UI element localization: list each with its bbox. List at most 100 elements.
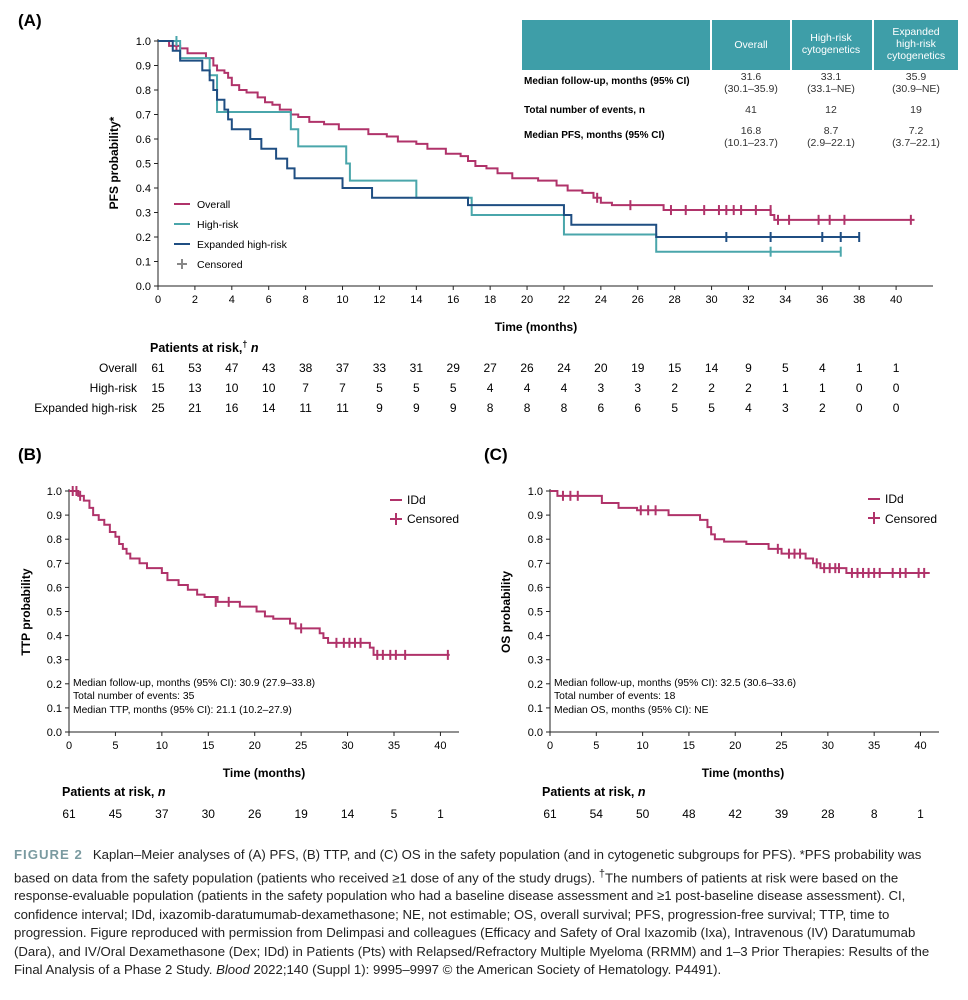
x-tick-label: 0 <box>66 740 72 752</box>
risk-count: 61 <box>543 807 557 821</box>
summary-header-label: cytogenetics <box>887 50 945 62</box>
risk-count: 15 <box>151 381 165 395</box>
risk-count: 5 <box>391 807 398 821</box>
x-tick-label: 36 <box>816 294 828 306</box>
y-tick-label: 0.2 <box>528 679 543 691</box>
legend-idd-label: IDd <box>407 493 426 507</box>
risk-count: 1 <box>856 361 863 375</box>
y-tick-label: 0.1 <box>136 257 151 269</box>
summary-table-header-bg <box>792 20 872 70</box>
annotation-median-os: Median OS, months (95% CI): NE <box>554 705 709 716</box>
y-tick-label: 0.2 <box>136 232 151 244</box>
risk-count: 1 <box>893 361 900 375</box>
risk-count: 7 <box>302 381 309 395</box>
caption-dagger: † <box>598 867 606 880</box>
annotation-total-events: Total number of events: 18 <box>554 691 676 702</box>
panel-c-x-axis-title: Time (months) <box>702 766 784 780</box>
summary-cell: 12 <box>825 104 837 116</box>
y-tick-label: 0.1 <box>47 703 62 715</box>
y-tick-label: 0.7 <box>528 558 543 570</box>
panel-c-y-axis-title: OS probability <box>499 571 513 653</box>
x-tick-label: 38 <box>853 294 865 306</box>
caption-text: Kaplan–Meier analyses of (A) PFS, (B) TT… <box>14 847 922 885</box>
y-tick-label: 0.9 <box>136 61 151 73</box>
summary-header-label: high-risk <box>896 38 936 50</box>
risk-count: 53 <box>188 361 202 375</box>
risk-table-b-title: Patients at risk, n <box>62 785 166 799</box>
risk-count: 26 <box>520 361 534 375</box>
legend-expanded-label: Expanded high-risk <box>197 239 288 251</box>
risk-count: 9 <box>413 401 420 415</box>
risk-count: 47 <box>225 361 239 375</box>
legend-censored-label: Censored <box>885 512 937 526</box>
risk-count: 14 <box>705 361 719 375</box>
x-tick-label: 40 <box>914 740 926 752</box>
risk-count: 0 <box>856 381 863 395</box>
summary-table-header-bg <box>712 20 790 70</box>
y-tick-label: 0.0 <box>136 281 151 293</box>
annotation-median-follow-up: Median follow-up, months (95% CI): 32.5 … <box>554 678 796 689</box>
summary-cell: (3.7–22.1) <box>892 137 940 149</box>
x-tick-label: 8 <box>303 294 309 306</box>
x-tick-label: 25 <box>775 740 787 752</box>
x-tick-label: 12 <box>373 294 385 306</box>
legend-censored-marker <box>390 513 402 525</box>
series-line-high-risk <box>158 40 841 253</box>
panel-c-legend: IDd Censored <box>868 492 937 526</box>
x-tick-label: 6 <box>266 294 272 306</box>
risk-count: 8 <box>561 401 568 415</box>
summary-cell: 8.7 <box>824 125 839 137</box>
x-tick-label: 10 <box>156 740 168 752</box>
x-tick-label: 18 <box>484 294 496 306</box>
y-tick-label: 0.4 <box>47 631 62 643</box>
y-tick-label: 0.8 <box>528 534 543 546</box>
summary-table-header-bg <box>522 20 710 70</box>
risk-count: 14 <box>341 807 355 821</box>
x-tick-label: 0 <box>155 294 161 306</box>
x-tick-label: 35 <box>868 740 880 752</box>
x-tick-label: 14 <box>410 294 422 306</box>
risk-count: 3 <box>598 381 605 395</box>
risk-count: 4 <box>524 381 531 395</box>
risk-count: 45 <box>109 807 123 821</box>
summary-cell: (30.1–35.9) <box>724 83 778 95</box>
summary-row-label: Total number of events, n <box>524 105 645 116</box>
risk-count: 50 <box>636 807 650 821</box>
risk-count: 6 <box>598 401 605 415</box>
risk-count: 14 <box>262 401 276 415</box>
caption-text: The numbers of patients at risk were bas… <box>14 869 930 978</box>
risk-count: 6 <box>634 401 641 415</box>
x-tick-label: 24 <box>595 294 607 306</box>
y-tick-label: 0.1 <box>528 703 543 715</box>
legend-high-risk-label: High-risk <box>197 219 239 231</box>
y-tick-label: 1.0 <box>47 486 62 498</box>
risk-count: 11 <box>336 401 349 415</box>
figure-caption: FIGURE 2 Kaplan–Meier analyses of (A) PFS… <box>14 846 958 980</box>
summary-cell: 31.6 <box>741 71 762 83</box>
y-tick-label: 0.4 <box>528 631 543 643</box>
risk-count: 5 <box>450 381 457 395</box>
x-tick-label: 25 <box>295 740 307 752</box>
risk-count: 15 <box>668 361 682 375</box>
risk-count: 11 <box>299 401 312 415</box>
risk-count: 4 <box>487 381 494 395</box>
risk-table-c-title: Patients at risk, n <box>542 785 646 799</box>
risk-count: 20 <box>594 361 608 375</box>
summary-cell: 19 <box>910 104 922 116</box>
risk-count: 2 <box>671 381 678 395</box>
summary-header-label: High-risk <box>810 32 852 44</box>
panel-c-annotations: Median follow-up, months (95% CI): 32.5 … <box>554 678 796 716</box>
x-tick-label: 32 <box>742 294 754 306</box>
panel-a-legend: Overall High-risk Expanded high-risk Cen… <box>174 199 288 271</box>
risk-count: 0 <box>856 401 863 415</box>
panel-b-legend: IDd Censored <box>390 493 459 526</box>
y-tick-label: 0.6 <box>47 582 62 594</box>
x-tick-label: 10 <box>636 740 648 752</box>
risk-count: 16 <box>225 401 239 415</box>
risk-table-a-title: Patients at risk,† n <box>150 339 259 355</box>
summary-row-label: Median follow-up, months (95% CI) <box>524 76 690 87</box>
y-tick-label: 0.3 <box>136 208 151 220</box>
risk-count: 1 <box>782 381 789 395</box>
figure-canvas: (A) (B) (C) PFS probability* Time (month… <box>18 11 958 821</box>
risk-count: 9 <box>745 361 752 375</box>
